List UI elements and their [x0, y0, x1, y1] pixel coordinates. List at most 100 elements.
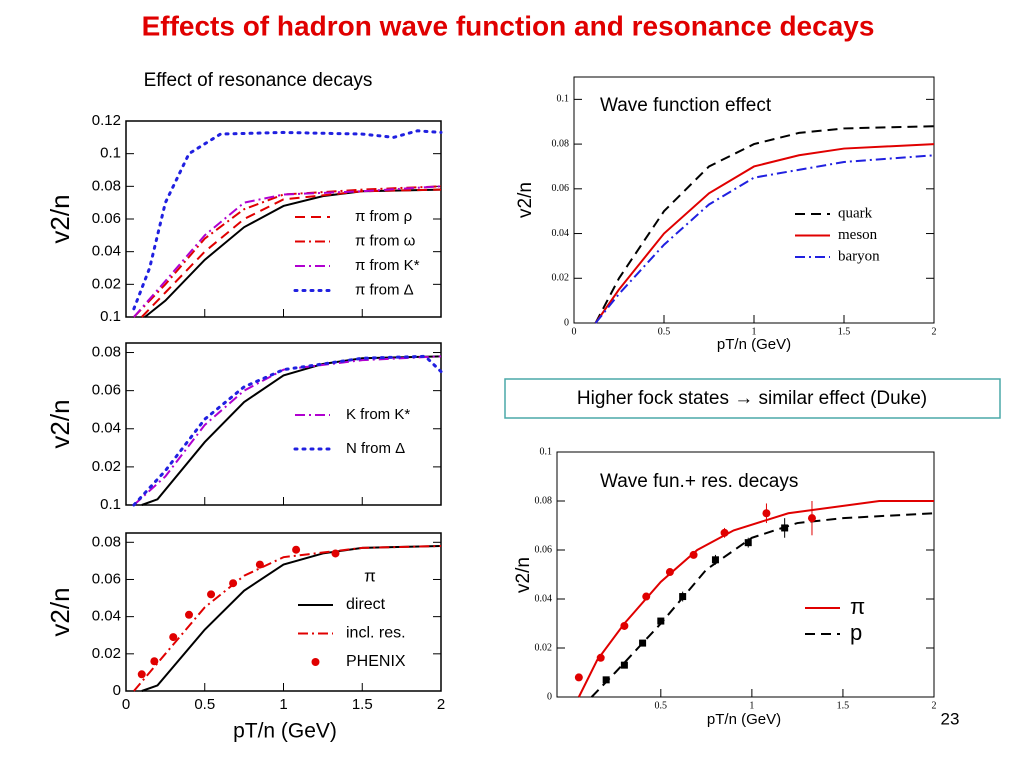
slide-title: Effects of hadron wave function and reso… [142, 10, 875, 41]
y-tick-label: 0.08 [552, 138, 570, 149]
annotation: Wave function effect [600, 95, 772, 116]
y-axis-label: v2/n [45, 587, 75, 636]
y-axis-label: v2/n [45, 194, 75, 243]
x-tick-label: 1 [752, 326, 757, 337]
y-tick-label: 0.06 [552, 183, 570, 194]
y-tick-label: 0.1 [100, 496, 121, 513]
data-point [689, 550, 698, 559]
data-point [292, 545, 301, 554]
data-point [620, 661, 628, 669]
data-point [150, 657, 159, 666]
x-tick-label: 2 [437, 696, 445, 713]
series-line [577, 500, 934, 698]
series-line [141, 355, 442, 506]
y-tick-label: 0.04 [535, 593, 553, 604]
y-tick-label: 0.06 [92, 382, 121, 399]
x-tick-label: 1.5 [352, 696, 373, 713]
y-tick-label: 0.1 [100, 145, 121, 162]
legend-label: p [850, 620, 862, 645]
plot-frame [556, 451, 935, 698]
series-line [132, 129, 443, 311]
y-axis-label: v2/n [513, 557, 534, 593]
data-point [762, 509, 771, 518]
data-point [744, 539, 752, 547]
x-tick-label: 2 [932, 326, 937, 337]
x-axis-label: pT/n (GeV) [707, 711, 781, 728]
legend-label: quark [838, 205, 873, 221]
y-tick-label: 0.08 [535, 495, 553, 506]
y-tick-label: 0.02 [92, 458, 121, 475]
x-axis-label: pT/n (GeV) [233, 720, 337, 743]
legend-title: π [364, 566, 376, 585]
data-point [781, 524, 789, 532]
y-tick-label: 0.06 [535, 544, 553, 555]
y-tick-label: 0.06 [92, 570, 121, 587]
y-tick-label: 0.08 [92, 533, 121, 550]
y-tick-label: 0 [113, 682, 121, 699]
series-line [133, 185, 442, 318]
note: Higher fock states → similar effect (Duk… [577, 388, 927, 409]
data-point [255, 560, 264, 569]
y-axis-label: v2/n [45, 399, 75, 448]
y-tick-label: 0.02 [92, 645, 121, 662]
x-tick-label: 1 [279, 696, 287, 713]
y-tick-label: 0.1 [100, 308, 121, 325]
y-tick-label: 0.08 [92, 177, 121, 194]
y-tick-label: 0.02 [92, 275, 121, 292]
x-tick-label: 1.5 [838, 326, 851, 337]
legend-label: N from Δ [346, 440, 405, 457]
legend-label: π from ω [355, 232, 416, 249]
series-line [594, 125, 935, 324]
data-point [642, 592, 651, 601]
x-tick-label: 2 [932, 700, 937, 711]
data-point [720, 528, 729, 537]
legend-label: K from K* [346, 406, 410, 423]
data-point [602, 676, 610, 684]
data-point [679, 593, 687, 601]
legend-label: direct [346, 596, 386, 613]
y-tick-label: 0.1 [540, 446, 553, 457]
y-axis-label: v2/n [515, 182, 536, 218]
data-point [596, 653, 605, 662]
y-tick-label: 0.12 [92, 112, 121, 129]
series-line [133, 185, 442, 318]
series-line [594, 154, 935, 324]
y-tick-label: 0 [547, 691, 552, 702]
page-number: 23 [941, 709, 960, 728]
data-point [207, 590, 216, 599]
legend-label: incl. res. [346, 625, 406, 642]
data-point [169, 633, 178, 642]
data-point [137, 670, 146, 679]
legend-label: meson [838, 227, 878, 243]
y-tick-label: 0.08 [92, 343, 121, 360]
series-line [133, 355, 442, 506]
y-tick-label: 0.04 [92, 243, 121, 260]
y-tick-label: 0 [564, 317, 569, 328]
data-point [711, 556, 719, 564]
data-point [807, 514, 816, 523]
subtitle: Effect of resonance decays [144, 70, 373, 91]
x-tick-label: 0.5 [658, 326, 671, 337]
series-line [133, 545, 442, 692]
annotation: Wave fun.+ res. decays [600, 471, 798, 492]
y-tick-label: 0.02 [552, 273, 570, 284]
series-line [141, 545, 442, 692]
series-line [141, 188, 442, 318]
x-tick-label: 1.5 [837, 700, 850, 711]
legend-label: baryon [838, 248, 880, 264]
x-tick-label: 0 [572, 326, 577, 337]
data-point [620, 621, 629, 630]
y-tick-label: 0.04 [92, 420, 121, 437]
legend-label: π from Δ [355, 281, 414, 298]
legend-label: π from K* [355, 257, 420, 274]
data-point [331, 549, 340, 558]
x-tick-label: 0.5 [655, 700, 668, 711]
y-tick-label: 0.1 [557, 94, 570, 105]
y-tick-label: 0.06 [92, 210, 121, 227]
y-tick-label: 0.04 [552, 228, 570, 239]
data-point [665, 568, 674, 577]
y-tick-label: 0.02 [535, 642, 553, 653]
legend-label: π [850, 594, 865, 619]
x-axis-label: pT/n (GeV) [717, 336, 791, 353]
